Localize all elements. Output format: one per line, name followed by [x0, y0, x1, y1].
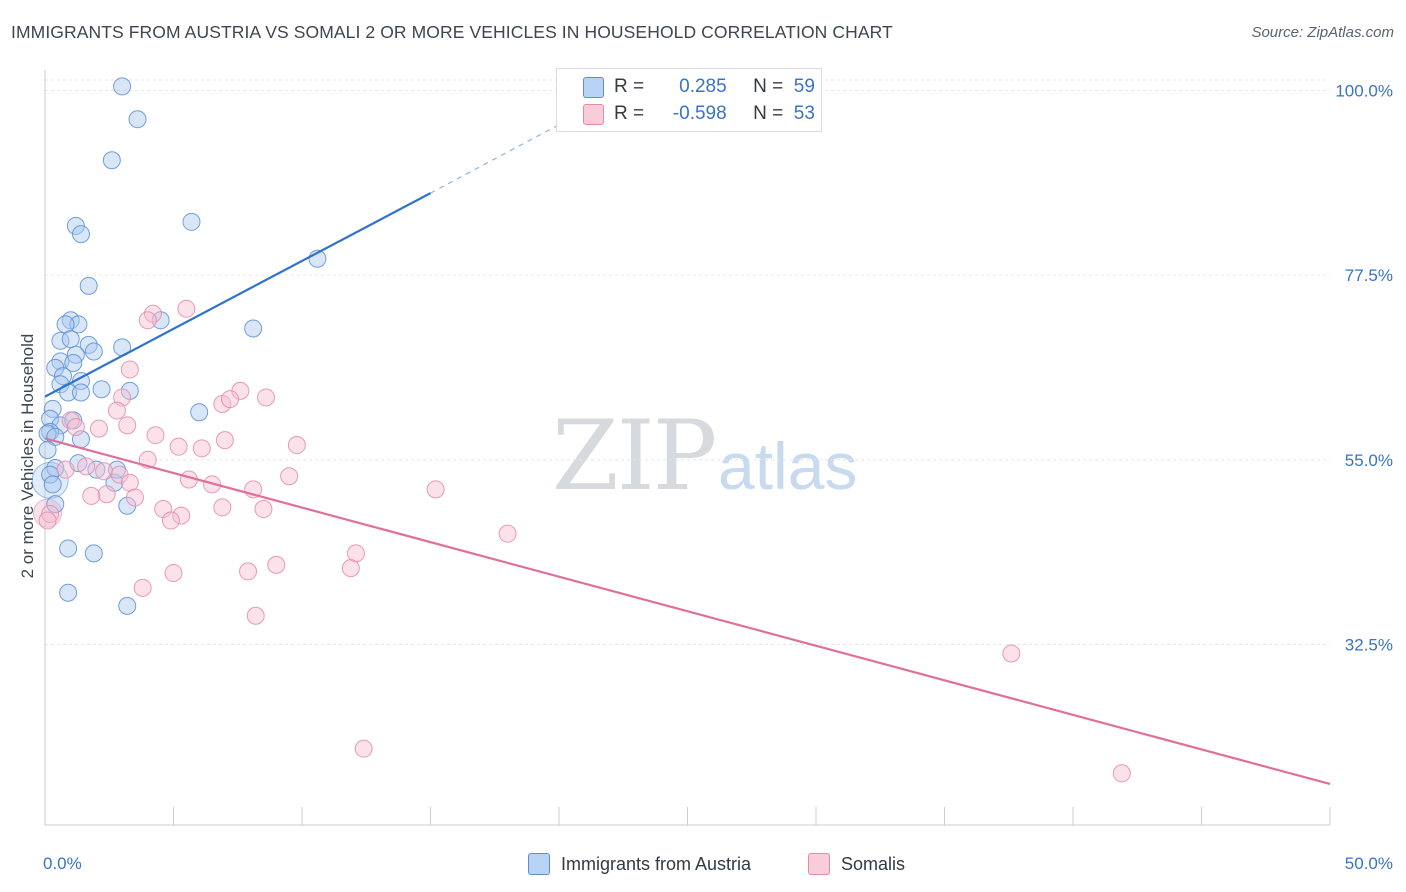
legend-n-label: N =	[753, 76, 784, 97]
somali-point	[66, 417, 85, 436]
source-label: Source: ZipAtlas.com	[1251, 24, 1394, 41]
austria-point	[113, 77, 132, 96]
y-tick-label: 100.0%	[1335, 82, 1393, 101]
austria-point	[59, 539, 78, 558]
legend-text-somali: R = -0.598 N = 53	[614, 103, 815, 125]
x-tick-label: 0.0%	[43, 854, 82, 873]
austria-point	[84, 544, 103, 563]
austria-point	[128, 110, 147, 129]
austria-point	[59, 583, 78, 602]
legend-n-value-austria: 59	[793, 76, 815, 97]
somali-point	[246, 606, 265, 625]
austria-point	[182, 212, 201, 231]
x-tick-label: 50.0%	[1345, 854, 1393, 873]
austria-point	[118, 596, 137, 615]
austria-point	[64, 353, 83, 372]
legend-swatch-austria	[583, 77, 604, 98]
somali-point	[280, 467, 299, 486]
somali-point	[354, 739, 373, 758]
watermark-zip: ZIP	[552, 400, 717, 512]
series-swatch-austria	[528, 853, 550, 875]
somali-point	[77, 457, 96, 476]
legend-text-austria: R = 0.285 N = 59	[614, 76, 815, 98]
somali-point	[133, 578, 152, 597]
somali-point	[138, 311, 157, 330]
legend-r-value-austria: 0.285	[679, 76, 727, 97]
somali-point	[97, 485, 116, 504]
somali-point	[107, 401, 126, 420]
legend-r-label: R =	[614, 76, 645, 97]
austria-point	[43, 475, 62, 494]
watermark-atlas: atlas	[718, 429, 858, 503]
series-swatch-somali	[808, 853, 830, 875]
austria-point	[46, 495, 65, 514]
somali-point	[221, 390, 240, 409]
somali-point	[192, 439, 211, 458]
somali-point	[1112, 764, 1131, 783]
somali-point	[287, 436, 306, 455]
somali-point	[125, 488, 144, 507]
somali-point	[267, 555, 286, 574]
austria-point	[190, 403, 209, 422]
somali-point	[161, 511, 180, 530]
somali-point	[1002, 644, 1021, 663]
austria-point	[61, 330, 80, 349]
legend-r-label: R =	[614, 103, 645, 124]
legend-n-label: N =	[753, 103, 784, 124]
somali-point	[56, 460, 75, 479]
legend-n-value-somali: 53	[793, 103, 815, 124]
somali-point	[95, 462, 114, 481]
correlation-legend: R = 0.285 N = 59 R = -0.598 N = 53	[556, 68, 822, 132]
austria-trend-line	[44, 192, 432, 398]
somali-point	[120, 360, 139, 379]
austria-point	[87, 460, 106, 479]
somali-point	[426, 480, 445, 499]
series-legend-somali: Somalis	[808, 852, 905, 876]
series-name-austria: Immigrants from Austria	[561, 853, 752, 874]
somali-point	[89, 419, 108, 438]
austria-point	[71, 225, 90, 244]
series-name-somali: Somalis	[841, 853, 906, 874]
somali-point	[169, 437, 188, 456]
y-tick-label: 32.5%	[1345, 635, 1393, 654]
somali-point	[215, 431, 234, 450]
somali-point	[82, 486, 101, 505]
austria-point	[244, 319, 263, 338]
chart-title: IMMIGRANTS FROM AUSTRIA VS SOMALI 2 OR M…	[11, 22, 893, 42]
somali-point	[257, 388, 276, 407]
austria-point	[71, 383, 90, 402]
somali-point	[146, 426, 165, 445]
legend-swatch-somali	[583, 104, 604, 125]
series-legend-austria: Immigrants from Austria	[528, 852, 751, 876]
austria-point	[41, 409, 60, 428]
somali-point	[38, 511, 57, 530]
somali-point	[341, 559, 360, 578]
somali-trend-line	[44, 437, 1331, 786]
y-tick-label: 77.5%	[1345, 266, 1393, 285]
austria-point	[84, 342, 103, 361]
somali-point	[239, 562, 258, 581]
somali-point	[118, 416, 137, 435]
legend-r-value-somali: -0.598	[672, 103, 727, 124]
y-tick-label: 55.0%	[1345, 451, 1393, 470]
somali-point	[177, 299, 196, 318]
somali-point	[254, 500, 273, 519]
somali-point	[213, 498, 232, 517]
somali-point	[164, 564, 183, 583]
austria-point	[38, 440, 57, 459]
austria-point	[69, 315, 88, 334]
austria-point	[92, 380, 111, 399]
austria-point	[102, 151, 121, 170]
austria-point	[79, 276, 98, 295]
somali-point	[172, 506, 191, 525]
austria-point	[120, 381, 139, 400]
somali-point	[498, 524, 517, 543]
austria-point	[151, 311, 170, 330]
